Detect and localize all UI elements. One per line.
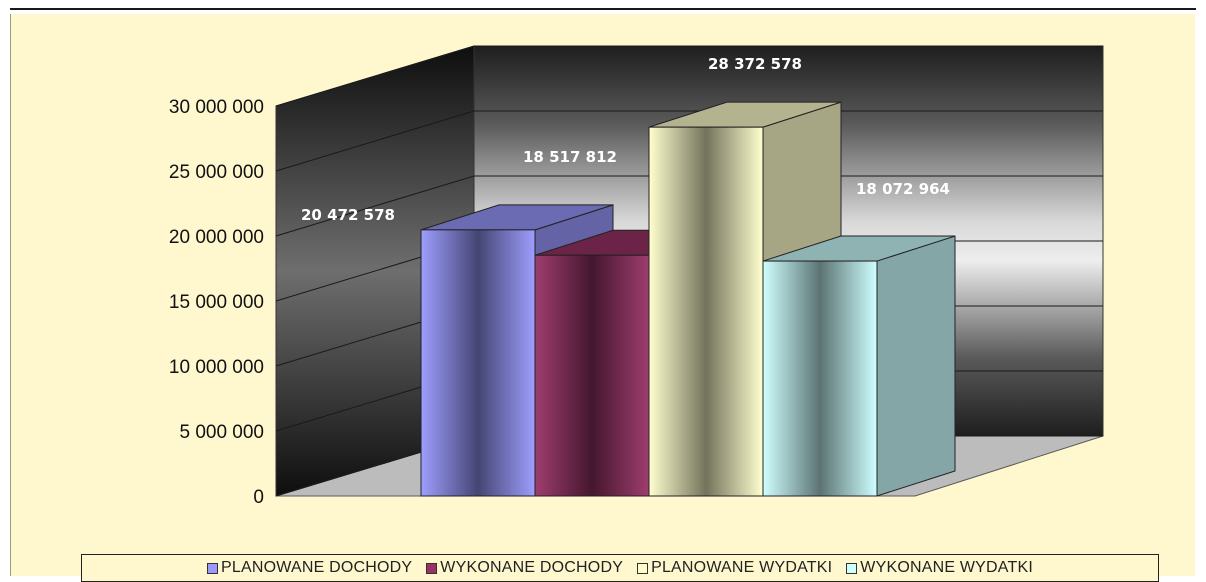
- y-tick-label: 25 000 000: [169, 162, 264, 183]
- legend-swatch: [846, 562, 858, 574]
- legend-item: PLANOWANE DOCHODY: [207, 559, 412, 577]
- legend-item: WYKONANE DOCHODY: [426, 559, 623, 577]
- bars: [420, 101, 956, 497]
- y-axis-tick-labels: 0 5 000 000 10 000 000 15 000 000 20 000 000…: [169, 97, 264, 508]
- bar-side: [876, 235, 956, 497]
- data-label: 28 372 578: [708, 55, 802, 73]
- gridline: [275, 175, 1103, 237]
- data-label: 18 517 812: [523, 148, 617, 166]
- chart-canvas: 0 5 000 000 10 000 000 15 000 000 20 000 000…: [169, 45, 1104, 508]
- legend-item: WYKONANE WYDATKI: [846, 559, 1033, 577]
- legend-swatch: [637, 562, 649, 574]
- data-labels: 20 472 578 18 517 812 28 372 578 18 072 964: [301, 55, 950, 224]
- legend-label: PLANOWANE DOCHODY: [221, 559, 413, 576]
- legend-label: WYKONANE WYDATKI: [860, 559, 1033, 576]
- data-label: 18 072 964: [856, 180, 950, 198]
- legend-swatch: [207, 562, 219, 574]
- legend: PLANOWANE DOCHODY WYKONANE DOCHODY PLANOWA…: [81, 554, 1159, 582]
- top-rule: [10, 8, 1196, 10]
- bar-front: [648, 126, 764, 497]
- bar: [762, 235, 956, 497]
- gridline: [275, 45, 1103, 107]
- bar-front: [762, 260, 878, 497]
- y-tick-label: 20 000 000: [169, 227, 264, 248]
- y-tick-label: 15 000 000: [169, 292, 264, 313]
- legend-item: PLANOWANE WYDATKI: [637, 559, 832, 577]
- data-label: 20 472 578: [301, 206, 395, 224]
- gridline: [275, 110, 1103, 172]
- legend-swatch: [426, 562, 438, 574]
- bar-front: [420, 229, 536, 497]
- y-tick-label: 30 000 000: [169, 97, 264, 118]
- chart-area: 0 5 000 000 10 000 000 15 000 000 20 000 000…: [10, 14, 1195, 582]
- legend-label: PLANOWANE WYDATKI: [651, 559, 833, 576]
- y-tick-label: 0: [253, 487, 264, 508]
- y-tick-label: 10 000 000: [169, 357, 264, 378]
- legend-label: WYKONANE DOCHODY: [440, 559, 624, 576]
- y-tick-label: 5 000 000: [179, 422, 264, 443]
- bar-front: [534, 254, 650, 497]
